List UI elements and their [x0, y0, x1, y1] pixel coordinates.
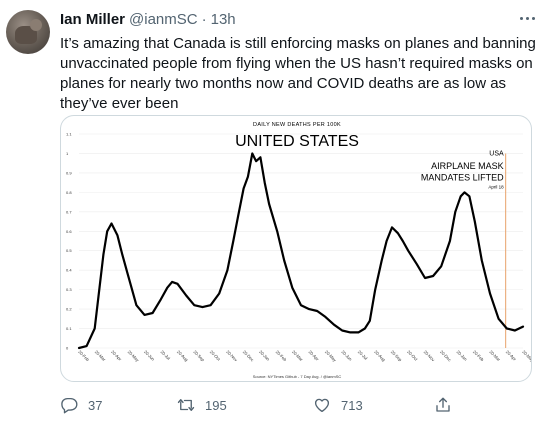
y-tick-label: 0.5: [66, 248, 72, 253]
retweet-count: 195: [205, 397, 227, 413]
avatar[interactable]: [6, 10, 50, 54]
chart-source: Source: NYTimes Github - 7 Day Avg. / @i…: [253, 374, 342, 379]
like-icon: [314, 398, 330, 413]
x-tick-label: 20-Aug: [373, 349, 387, 363]
x-tick-label: 20-Aug: [176, 349, 190, 363]
x-tick-label: 20-Feb: [472, 349, 485, 362]
y-tick-label: 0.3: [66, 287, 72, 292]
x-tick-label: 20-Oct: [209, 349, 222, 362]
like-count: 713: [341, 397, 363, 413]
x-tick-label: 20-Mar: [94, 349, 107, 362]
tweet-media[interactable]: DAILY NEW DEATHS PER 100K UNITED STATES …: [60, 115, 532, 382]
y-tick-label: 1.1: [66, 132, 72, 137]
annotation-text-2: AIRPLANE MASK: [431, 161, 504, 171]
retweet-icon: [177, 399, 195, 411]
x-tick-label: 20-Jul: [357, 349, 369, 361]
reply-button[interactable]: 37: [60, 394, 102, 416]
x-tick-label: 20-Apr: [505, 349, 518, 362]
retweet-button[interactable]: 195: [177, 394, 227, 416]
tweet-text: It’s amazing that Canada is still enforc…: [60, 35, 536, 112]
y-tick-label: 0.7: [66, 209, 72, 214]
y-tick-label: 0.8: [66, 190, 72, 195]
x-tick-label: 20-Mar: [488, 349, 501, 362]
x-tick-label: 20-Feb: [77, 349, 90, 362]
y-tick-label: 1: [66, 151, 69, 156]
x-tick-label: 20-Apr: [110, 349, 123, 362]
x-tick-label: 20-Sep: [390, 349, 404, 363]
x-tick-label: 20-Oct: [406, 349, 419, 362]
line-chart: DAILY NEW DEATHS PER 100K UNITED STATES …: [66, 122, 531, 379]
y-tick-label: 0.6: [66, 229, 72, 234]
x-tick-label: 20-Feb: [275, 349, 288, 362]
x-tick-label: 20-Jan: [258, 349, 271, 362]
reply-count: 37: [88, 397, 103, 413]
y-tick-label: 0.1: [66, 326, 72, 331]
x-tick-label: 20-Mar: [291, 349, 304, 362]
x-tick-label: 20-Jun: [340, 349, 353, 362]
y-tick-label: 0.9: [66, 170, 72, 175]
annotation-text-1: USA: [489, 150, 504, 157]
chart-title: UNITED STATES: [235, 133, 359, 150]
x-tick-label: 20-Sep: [192, 349, 206, 363]
x-tick-label: 20-May: [521, 349, 531, 363]
x-tick-label: 20-Jul: [160, 349, 172, 361]
chart-kicker: DAILY NEW DEATHS PER 100K: [253, 122, 341, 128]
x-tick-label: 20-Jun: [143, 349, 156, 362]
like-button[interactable]: 713: [313, 394, 363, 416]
author-handle[interactable]: @ianmSC: [129, 11, 198, 28]
annotation-text-3: MANDATES LIFTED: [421, 173, 504, 183]
y-tick-label: 0.2: [66, 307, 72, 312]
y-tick-label: 0: [66, 346, 69, 351]
series-line: [77, 152, 525, 350]
x-tick-label: 20-Dec: [242, 349, 255, 362]
tweet-time[interactable]: 13h: [210, 11, 236, 28]
y-tick-label: 0.4: [66, 268, 72, 273]
author-name[interactable]: Ian Miller: [60, 11, 126, 28]
x-tick-label: 20-Nov: [225, 349, 239, 363]
x-tick-label: 20-May: [324, 349, 338, 363]
separator-dot: ·: [201, 11, 207, 28]
reply-icon: [61, 397, 78, 414]
more-icon[interactable]: [518, 14, 536, 24]
tweet-header: Ian Miller @ianmSC · 13h: [60, 11, 236, 29]
annotation-date: April 18: [488, 184, 504, 189]
x-tick-label: 20-Nov: [423, 349, 437, 363]
x-tick-label: 20-Dec: [439, 349, 452, 362]
x-tick-label: 20-May: [127, 349, 141, 363]
x-tick-label: 20-Apr: [308, 349, 321, 362]
share-icon: [436, 397, 450, 412]
tweet-actions: 37 195 713: [60, 394, 460, 416]
share-button[interactable]: [434, 394, 452, 416]
x-tick-label: 20-Jan: [456, 349, 469, 362]
